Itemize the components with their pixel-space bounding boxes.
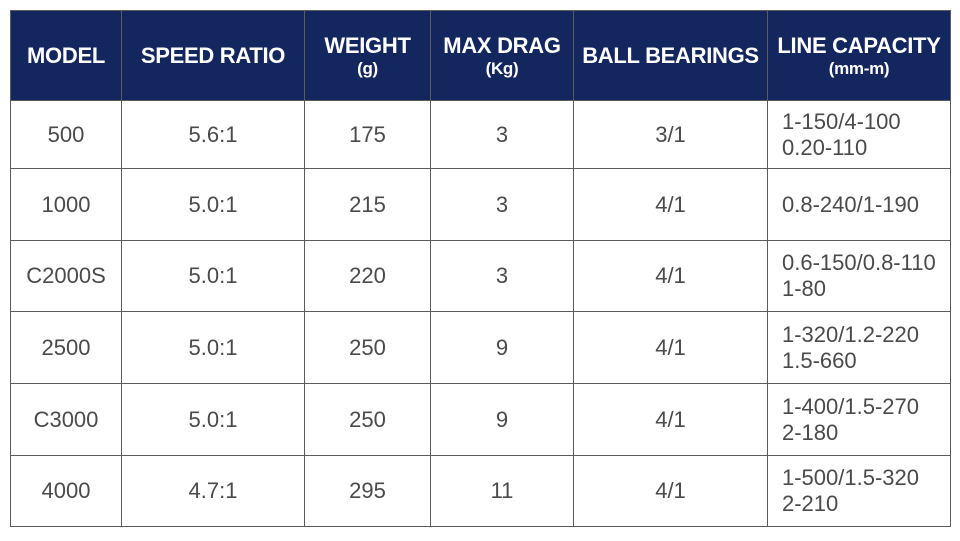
cell-weight: 220 — [304, 240, 431, 312]
reel-spec-table: MODEL SPEED RATIO WEIGHT (g) MAX DRAG (Kg)… — [10, 10, 951, 527]
line-capacity-line: 1.5-660 — [782, 347, 857, 373]
cell-weight: 215 — [304, 168, 431, 241]
cell-max-drag: 3 — [430, 240, 574, 312]
header-ball-bearings-label: BALL BEARINGS — [582, 42, 759, 68]
cell-speed-ratio: 5.0:1 — [121, 240, 305, 312]
header-line-capacity-unit: (mm-m) — [828, 58, 890, 78]
cell-max-drag: 3 — [430, 168, 574, 241]
cell-speed-ratio: 5.0:1 — [121, 383, 305, 456]
cell-max-drag: 9 — [430, 311, 574, 384]
line-capacity-line: 2-210 — [782, 491, 839, 516]
table-header: MODEL SPEED RATIO WEIGHT (g) MAX DRAG (Kg)… — [10, 10, 951, 101]
cell-line-capacity: 1-150/4-100 0.20-110 — [767, 100, 951, 169]
header-model-label: MODEL — [27, 42, 105, 68]
cell-line-capacity: 0.8-240/1-190 — [767, 168, 951, 241]
line-capacity-line: 2-180 — [782, 419, 839, 445]
cell-ball-bearings: 4/1 — [573, 240, 768, 312]
line-capacity-line: 1-400/1.5-270 — [782, 393, 919, 419]
cell-model: 1000 — [10, 168, 122, 241]
table-row: 500 5.6:1 175 3 3/1 1-150/4-100 0.20-110 — [10, 100, 951, 169]
header-speed-ratio-label: SPEED RATIO — [140, 42, 286, 68]
line-capacity-line: 1-320/1.2-220 — [782, 321, 919, 347]
table-row: 2500 5.0:1 250 9 4/1 1-320/1.2-220 1.5-66… — [10, 311, 951, 384]
cell-line-capacity: 1-500/1.5-320 2-210 — [767, 455, 951, 527]
cell-ball-bearings: 4/1 — [573, 383, 768, 456]
cell-model: C2000S — [10, 240, 122, 312]
cell-ball-bearings: 4/1 — [573, 168, 768, 241]
cell-line-capacity: 1-400/1.5-270 2-180 — [767, 383, 951, 456]
header-line-capacity: LINE CAPACITY (mm-m) — [767, 10, 951, 101]
cell-speed-ratio: 4.7:1 — [121, 455, 305, 527]
line-capacity-line: 1-80 — [782, 276, 827, 301]
cell-speed-ratio: 5.0:1 — [121, 168, 305, 241]
cell-max-drag: 9 — [430, 383, 574, 456]
cell-speed-ratio: 5.0:1 — [121, 311, 305, 384]
cell-max-drag: 11 — [430, 455, 574, 527]
header-weight: WEIGHT (g) — [304, 10, 431, 101]
line-capacity-line: 1-500/1.5-320 — [782, 465, 919, 490]
header-model: MODEL — [10, 10, 122, 101]
header-max-drag-unit: (Kg) — [485, 58, 519, 78]
header-ball-bearings: BALL BEARINGS — [573, 10, 768, 101]
line-capacity-line: 1-150/4-100 — [782, 108, 901, 134]
cell-weight: 175 — [304, 100, 431, 169]
cell-model: 500 — [10, 100, 122, 169]
table-row: 4000 4.7:1 295 11 4/1 1-500/1.5-320 2-210 — [10, 455, 951, 527]
line-capacity-line: 0.20-110 — [782, 134, 868, 160]
cell-weight: 295 — [304, 455, 431, 527]
cell-weight: 250 — [304, 383, 431, 456]
header-line-capacity-label: LINE CAPACITY — [777, 32, 941, 58]
cell-model: C3000 — [10, 383, 122, 456]
header-weight-label: WEIGHT — [324, 32, 411, 58]
cell-ball-bearings: 4/1 — [573, 455, 768, 527]
cell-ball-bearings: 3/1 — [573, 100, 768, 169]
header-row: MODEL SPEED RATIO WEIGHT (g) MAX DRAG (Kg)… — [10, 10, 951, 101]
line-capacity-line: 0.6-150/0.8-110 — [782, 250, 936, 275]
table-row: C2000S 5.0:1 220 3 4/1 0.6-150/0.8-110 1-… — [10, 240, 951, 312]
line-capacity-line: 0.8-240/1-190 — [782, 191, 919, 217]
header-weight-unit: (g) — [357, 58, 378, 78]
table-body: 500 5.6:1 175 3 3/1 1-150/4-100 0.20-110 … — [10, 100, 951, 527]
header-speed-ratio: SPEED RATIO — [121, 10, 305, 101]
cell-speed-ratio: 5.6:1 — [121, 100, 305, 169]
cell-max-drag: 3 — [430, 100, 574, 169]
header-max-drag: MAX DRAG (Kg) — [430, 10, 574, 101]
table-row: C3000 5.0:1 250 9 4/1 1-400/1.5-270 2-180 — [10, 383, 951, 456]
table-row: 1000 5.0:1 215 3 4/1 0.8-240/1-190 — [10, 168, 951, 241]
cell-ball-bearings: 4/1 — [573, 311, 768, 384]
header-max-drag-label: MAX DRAG — [443, 32, 561, 58]
cell-model: 2500 — [10, 311, 122, 384]
cell-line-capacity: 1-320/1.2-220 1.5-660 — [767, 311, 951, 384]
cell-line-capacity: 0.6-150/0.8-110 1-80 — [767, 240, 951, 312]
cell-model: 4000 — [10, 455, 122, 527]
cell-weight: 250 — [304, 311, 431, 384]
